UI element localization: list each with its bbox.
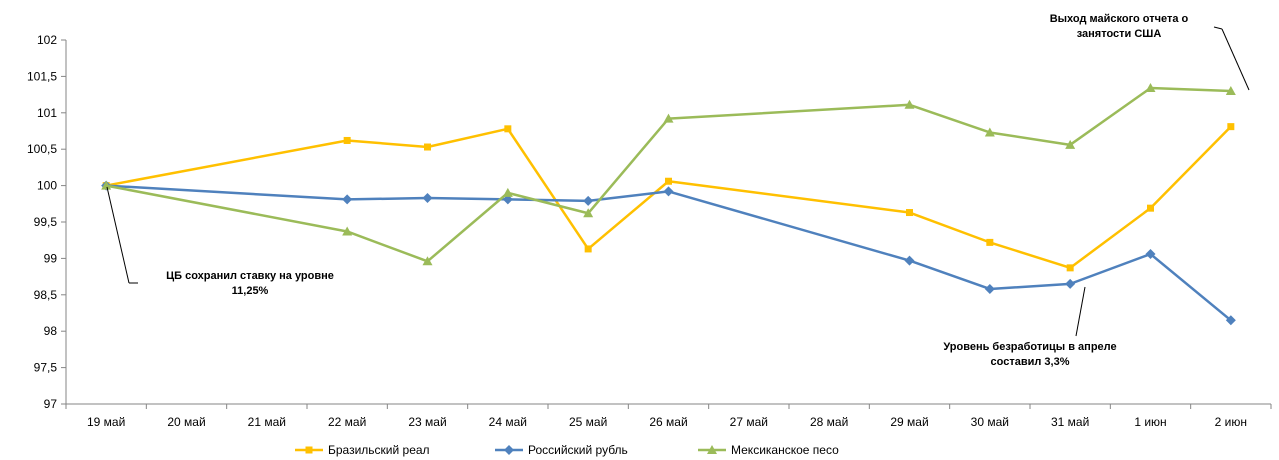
- x-tick-label: 27 май: [730, 415, 768, 429]
- legend-item-russian-ruble: Российский рубль: [495, 443, 628, 457]
- annotation-text: 11,25%: [232, 285, 269, 297]
- legend-label: Бразильский реал: [328, 443, 430, 457]
- x-tick-label: 21 май: [248, 415, 286, 429]
- y-tick-label: 101,5: [27, 69, 57, 83]
- series-line-brazil-real: [105, 125, 1232, 270]
- y-tick-label: 98: [44, 324, 58, 338]
- legend: Бразильский реал Российский рубль Мексикан…: [295, 443, 839, 457]
- annotation-text: составил 3,3%: [991, 356, 1070, 368]
- annotation-text: занятости США: [1077, 28, 1162, 40]
- legend-marker: [504, 445, 514, 455]
- data-point-mexican-peso: [422, 256, 433, 266]
- data-point-russian-ruble: [663, 186, 674, 197]
- data-point-brazil-real: [1147, 204, 1154, 212]
- annotation-text: Выход майского отчета о: [1050, 13, 1189, 25]
- data-point-russian-ruble: [1145, 249, 1156, 260]
- annotations: Выход майского отчета о занятости США ЦБ…: [106, 13, 1250, 368]
- legend-marker: [707, 445, 717, 454]
- y-tick-label: 101: [37, 106, 57, 120]
- legend-item-brazil-real: Бразильский реал: [295, 443, 430, 457]
- data-point-russian-ruble: [1225, 315, 1236, 326]
- data-point-brazil-real: [504, 125, 512, 133]
- data-point-brazil-real: [906, 209, 913, 217]
- data-point-brazil-real: [1066, 264, 1074, 272]
- annotation-unemployment: Уровень безработицы в апреле составил 3,…: [943, 286, 1117, 368]
- data-point-mexican-peso: [502, 187, 513, 197]
- y-tick-label: 98,5: [34, 288, 58, 302]
- data-point-russian-ruble: [342, 194, 353, 205]
- series-layer: [101, 83, 1236, 326]
- x-tick-label: 25 май: [569, 415, 607, 429]
- data-point-brazil-real: [584, 245, 592, 253]
- annotation-text: Уровень безработицы в апреле: [943, 341, 1116, 353]
- annotation-leader-line: [106, 186, 130, 284]
- y-tick-label: 100: [37, 179, 57, 193]
- data-point-mexican-peso: [1145, 83, 1156, 93]
- y-tick-label: 97,5: [34, 361, 58, 375]
- x-tick-label: 22 май: [328, 415, 366, 429]
- x-tick-label: 28 май: [810, 415, 848, 429]
- annotation-us-jobs-report: Выход майского отчета о занятости США: [1050, 13, 1250, 91]
- annotation-cb-rate: ЦБ сохранил ставку на уровне 11,25%: [106, 186, 334, 297]
- annotation-text: ЦБ сохранил ставку на уровне: [166, 270, 334, 282]
- x-tick-label: 20 май: [167, 415, 205, 429]
- data-point-russian-ruble: [502, 194, 513, 205]
- x-tick-label: 24 май: [489, 415, 527, 429]
- data-point-russian-ruble: [1065, 278, 1076, 289]
- x-axis: 19 май 20 май 21 май 22 май 23 май 24 май 25 м…: [65, 403, 1272, 429]
- y-tick-label: 102: [37, 33, 57, 47]
- x-tick-label: 23 май: [408, 415, 446, 429]
- legend-item-mexican-peso: Мексиканское песо: [698, 443, 839, 457]
- data-point-russian-ruble: [904, 255, 915, 266]
- x-tick-label: 1 июн: [1134, 415, 1166, 429]
- y-tick-label: 99,5: [34, 215, 58, 229]
- data-point-brazil-real: [665, 177, 672, 185]
- data-point-brazil-real: [986, 238, 994, 246]
- y-axis: 97 97,5 98 98,5 99 99,5 100 100,5 101 101,5 102: [27, 33, 67, 411]
- x-tick-label: 2 июн: [1215, 415, 1247, 429]
- x-tick-label: 31 май: [1051, 415, 1089, 429]
- legend-marker: [305, 446, 313, 454]
- x-tick-label: 19 май: [87, 415, 125, 429]
- data-point-mexican-peso: [984, 127, 995, 137]
- data-point-mexican-peso: [101, 180, 112, 190]
- data-point-brazil-real: [424, 143, 431, 151]
- y-tick-label: 97: [44, 397, 58, 411]
- annotation-leader-line: [1221, 28, 1250, 91]
- legend-label: Российский рубль: [528, 443, 628, 457]
- data-point-mexican-peso: [1065, 139, 1076, 149]
- data-point-brazil-real: [343, 136, 351, 144]
- series-line-russian-ruble: [106, 184, 1232, 322]
- data-point-mexican-peso: [663, 113, 674, 123]
- annotation-leader-line: [1075, 286, 1086, 337]
- data-point-mexican-peso: [1225, 85, 1236, 95]
- x-tick-label: 29 май: [890, 415, 928, 429]
- data-point-brazil-real: [1227, 123, 1235, 131]
- y-tick-label: 99: [44, 251, 58, 265]
- x-tick-label: 26 май: [649, 415, 687, 429]
- data-point-russian-ruble: [583, 195, 594, 206]
- data-point-mexican-peso: [904, 99, 915, 109]
- data-point-russian-ruble: [984, 283, 995, 294]
- legend-label: Мексиканское песо: [731, 443, 839, 457]
- y-tick-label: 100,5: [27, 142, 57, 156]
- data-point-mexican-peso: [342, 226, 353, 236]
- annotation-leader-line: [1213, 26, 1223, 30]
- data-point-russian-ruble: [422, 192, 433, 203]
- data-point-mexican-peso: [583, 208, 594, 218]
- x-tick-label: 30 май: [971, 415, 1009, 429]
